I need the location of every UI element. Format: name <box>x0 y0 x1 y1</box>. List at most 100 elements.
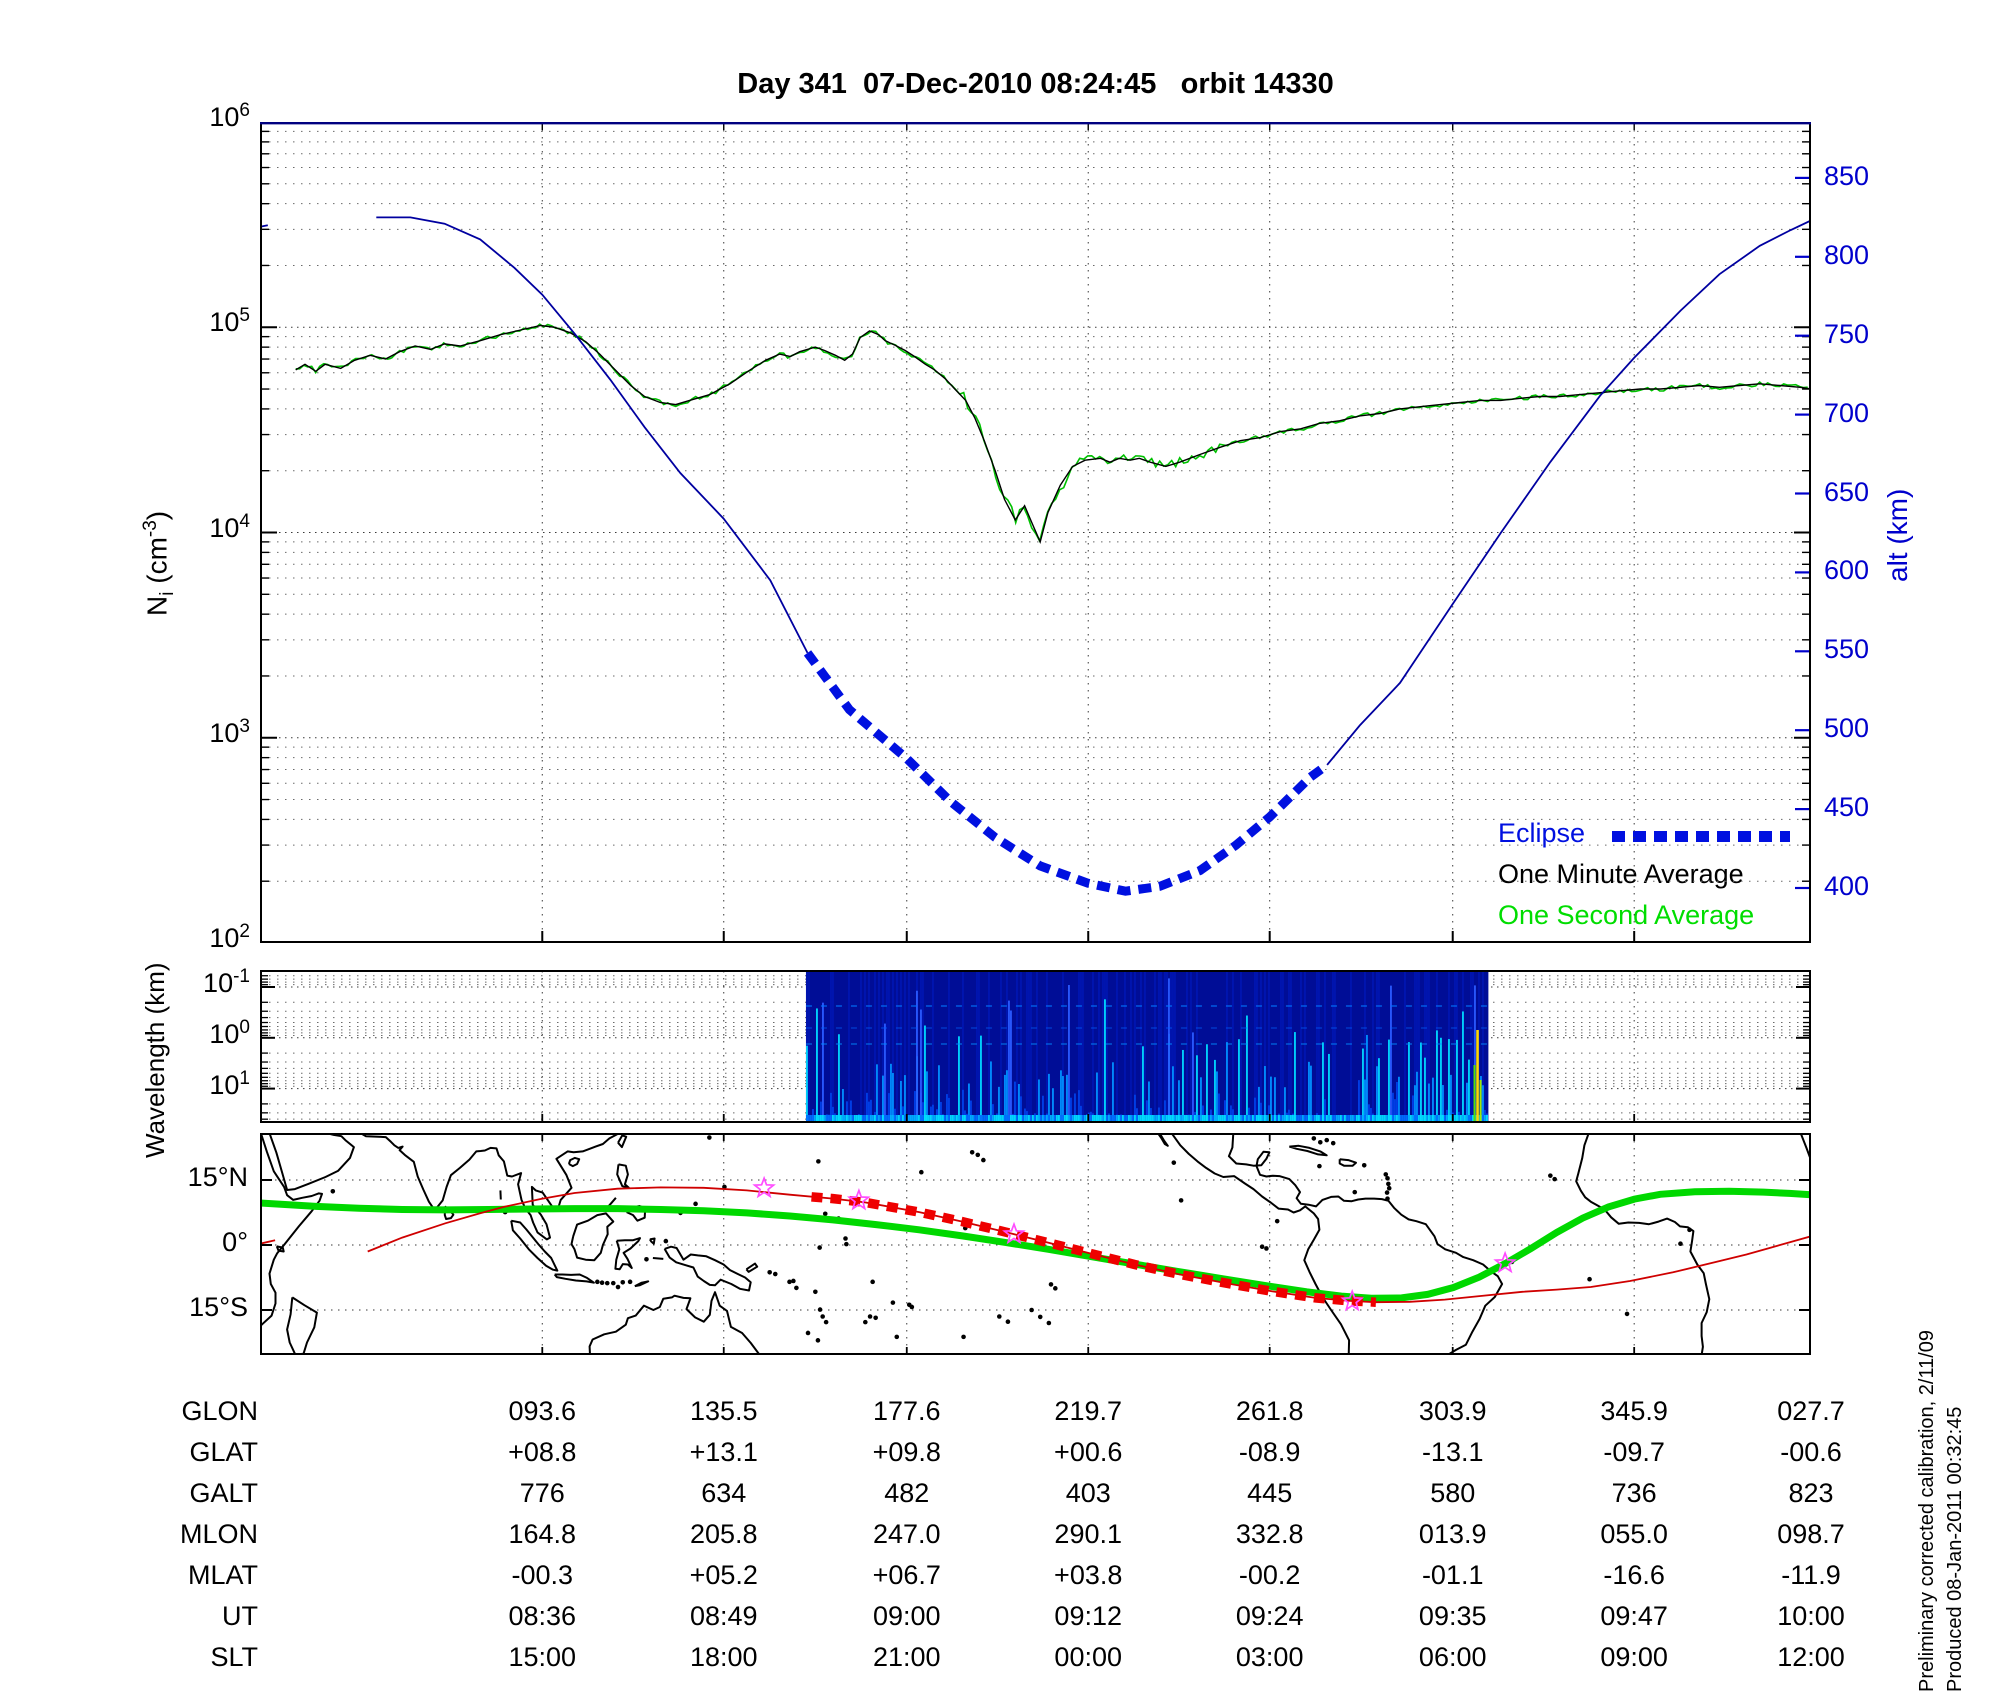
island-dot <box>595 1279 600 1285</box>
table-cell-glat-0: +08.8 <box>508 1437 577 1467</box>
table-cell-mlat-1: +05.2 <box>689 1560 758 1590</box>
coastline <box>1170 1133 1351 1355</box>
table-cell-glon-2: 177.6 <box>872 1396 941 1426</box>
table-cell-mlat-2: +06.7 <box>872 1560 941 1590</box>
island-dot <box>1383 1172 1389 1177</box>
altitude-axis-tick: 600 <box>1824 555 1870 586</box>
table-cell-galt-2: 482 <box>884 1478 930 1508</box>
table-cell-mlat-4: -00.2 <box>1238 1560 1301 1590</box>
table-cell-ut-6: 09:47 <box>1600 1601 1668 1631</box>
table-cell-galt-4: 445 <box>1247 1478 1293 1508</box>
table-cell-mlon-1: 205.8 <box>689 1519 758 1549</box>
eclipse-ground-track <box>811 1192 1377 1307</box>
island-dot <box>843 1236 848 1241</box>
island-dot <box>1317 1140 1323 1145</box>
island-dot <box>1330 1140 1336 1146</box>
island-dot <box>975 1152 981 1158</box>
coastline <box>663 1245 752 1292</box>
coastline <box>616 1163 630 1189</box>
island-dot <box>909 1304 915 1310</box>
table-row-label-ut: UT <box>222 1601 258 1631</box>
track-star-marker <box>1002 1221 1026 1245</box>
table-cell-galt-6: 736 <box>1611 1478 1657 1508</box>
table-cell-mlat-6: -16.6 <box>1603 1560 1665 1590</box>
island-dot <box>816 1159 821 1164</box>
island-dot <box>794 1285 799 1291</box>
density-axis-tick: 102 <box>209 921 250 953</box>
table-cell-mlat-5: -01.1 <box>1421 1560 1484 1590</box>
island-dot <box>1624 1311 1630 1317</box>
coastline <box>649 1237 656 1245</box>
altitude-curve-post <box>1326 219 1811 766</box>
coastline <box>1575 1133 1711 1355</box>
island-dot <box>1037 1314 1043 1320</box>
island-dot <box>707 1135 712 1140</box>
table-row-label-galt: GALT <box>189 1478 258 1508</box>
island-dot <box>330 1188 336 1194</box>
island-dot <box>823 1319 829 1325</box>
density-altitude-plot <box>260 122 1811 943</box>
island-dot <box>663 1238 669 1244</box>
coastline <box>617 1134 628 1149</box>
table-cell-mlon-5: 013.9 <box>1418 1519 1487 1549</box>
density-axis-tick: 106 <box>209 100 250 132</box>
island-dot <box>890 1300 896 1305</box>
track-star-marker <box>752 1175 776 1199</box>
island-dot <box>1687 1227 1692 1233</box>
table-cell-mlon-6: 055.0 <box>1600 1519 1668 1549</box>
wavelength-spectrogram <box>260 970 1811 1123</box>
spectrogram-data-block <box>805 971 1489 1122</box>
table-cell-galt-3: 403 <box>1065 1478 1111 1508</box>
legend-one-second-label: One Second Average <box>1498 900 1755 930</box>
table-cell-glon-7: 027.7 <box>1777 1396 1845 1426</box>
island-dot <box>1324 1137 1330 1143</box>
table-cell-slt-4: 03:00 <box>1235 1642 1304 1672</box>
table-row-label-mlat: MLAT <box>187 1560 258 1590</box>
island-dot <box>1274 1218 1280 1224</box>
island-dot <box>627 1279 633 1285</box>
table-cell-galt-1: 634 <box>701 1478 747 1508</box>
table-cell-glon-1: 135.5 <box>689 1396 758 1426</box>
altitude-axis-label: alt (km) <box>1882 488 1913 582</box>
legend-eclipse-label: Eclipse <box>1498 818 1586 848</box>
island-dot <box>873 1315 878 1321</box>
island-dot <box>863 1319 868 1325</box>
island-dot <box>817 1307 823 1312</box>
island-dot <box>1317 1163 1322 1169</box>
island-dot <box>620 1279 626 1285</box>
altitude-axis-tick: 700 <box>1824 397 1870 428</box>
altitude-curve-eclipse <box>803 650 1330 896</box>
table-row-label-slt: SLT <box>210 1642 258 1672</box>
island-dot <box>1259 1244 1265 1250</box>
island-dot <box>1352 1189 1358 1195</box>
track-star-marker <box>1340 1288 1365 1312</box>
altitude-curve-pre <box>376 216 809 654</box>
island-dot <box>815 1338 821 1343</box>
table-cell-mlat-3: +03.8 <box>1054 1560 1123 1590</box>
island-dot <box>867 1314 873 1319</box>
island-dot <box>1385 1196 1390 1201</box>
table-cell-glon-6: 345.9 <box>1600 1396 1668 1426</box>
map-latitude-tick: 0° <box>222 1227 248 1257</box>
table-cell-mlon-2: 247.0 <box>872 1519 941 1549</box>
island-dot <box>805 1330 811 1336</box>
table-cell-glat-3: +00.6 <box>1054 1437 1123 1467</box>
island-dot <box>1678 1241 1683 1246</box>
table-cell-glat-2: +09.8 <box>872 1437 941 1467</box>
table-cell-slt-5: 06:00 <box>1418 1642 1487 1672</box>
island-dot <box>791 1278 796 1284</box>
table-cell-glon-5: 303.9 <box>1418 1396 1487 1426</box>
density-axis-tick: 104 <box>209 510 250 543</box>
table-cell-slt-1: 18:00 <box>689 1642 758 1672</box>
island-dot <box>1053 1286 1058 1291</box>
altitude-axis-tick: 550 <box>1824 634 1870 665</box>
table-cell-mlon-3: 290.1 <box>1054 1519 1122 1549</box>
table-cell-ut-2: 09:00 <box>872 1601 941 1631</box>
island-dot <box>820 1314 825 1319</box>
table-cell-slt-3: 00:00 <box>1054 1642 1122 1672</box>
table-cell-glon-4: 261.8 <box>1235 1396 1304 1426</box>
island-dot <box>1384 1190 1390 1195</box>
island-dot <box>870 1279 875 1285</box>
track-star-marker <box>1493 1250 1517 1274</box>
